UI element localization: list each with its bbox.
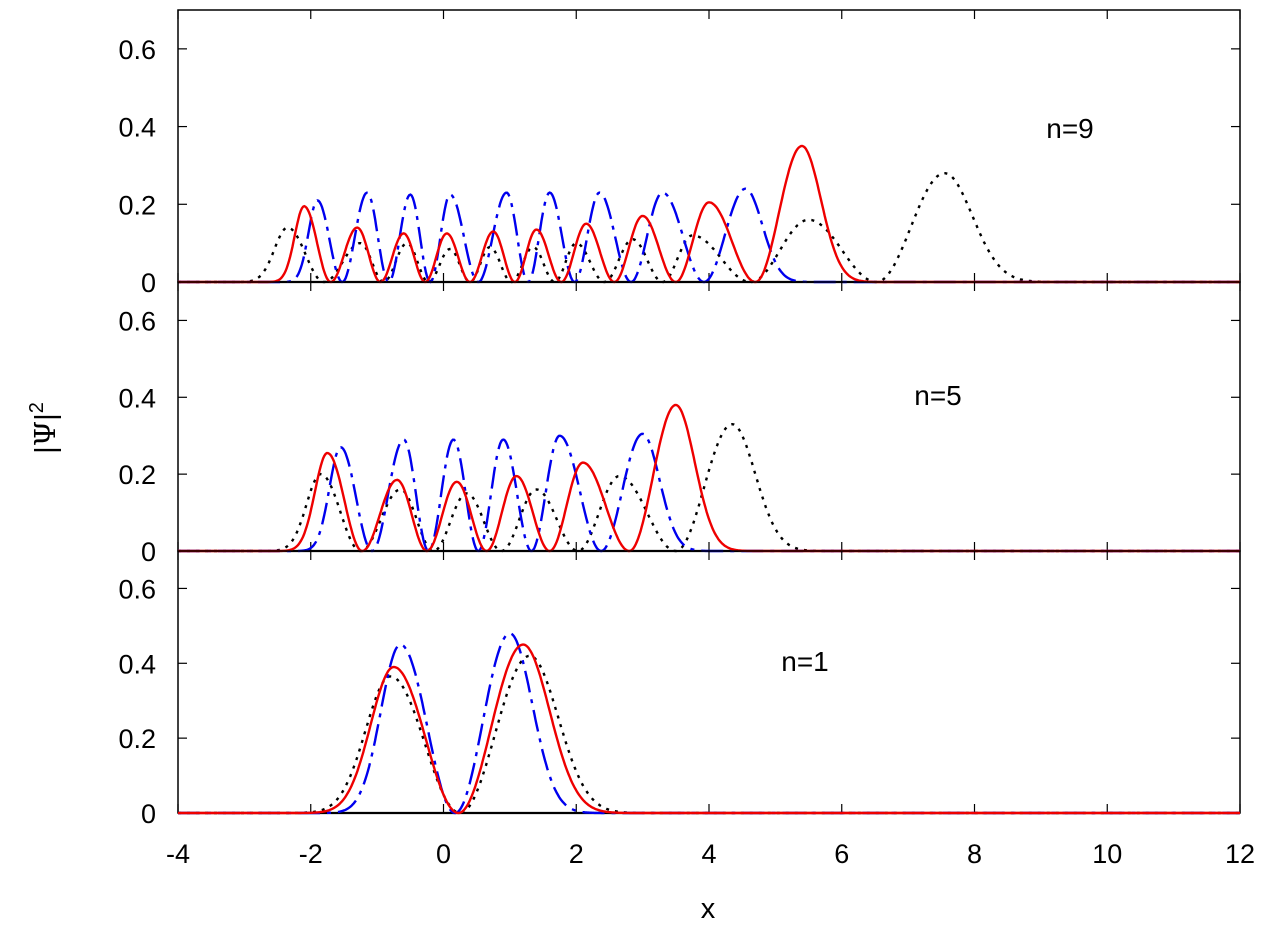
y-tick-label: 0 [141,268,156,298]
y-tick-label: 0.6 [118,35,156,65]
x-tick-label: 6 [834,839,849,869]
y-tick-label: 0.2 [118,460,156,490]
y-tick-label: 0.2 [118,724,156,754]
series-dotted-curve [178,422,1240,553]
y-tick-label: 0 [141,799,156,829]
x-tick-label: 12 [1225,839,1255,869]
panel-frame [177,550,1241,814]
y-tick-label: 0.6 [118,306,156,336]
x-tick-labels: -4 -2 0 2 4 6 8 10 12 [166,839,1255,869]
x-tick-label: 8 [967,839,982,869]
series-solid-curve [178,403,1240,553]
panel-annotation: n=5 [914,380,962,411]
x-tick-label: 10 [1092,839,1122,869]
panel-n=1: 0 0.2 0.4 0.6 n=1 [118,550,1241,829]
x-tick-label: -4 [166,839,190,869]
y-tick-label: 0.4 [118,113,156,143]
series-solid-curve [178,643,1240,815]
y-tick-label: 0 [141,537,156,567]
x-axis-label: x [701,893,716,925]
series-dashdot-curve [178,632,1240,815]
x-tick-label: -2 [299,839,323,869]
panel-annotation: n=1 [781,646,829,677]
x-tick-label: 0 [436,839,451,869]
y-tick-label: 0.2 [118,190,156,220]
panel-n=5: 0 0.2 0.4 0.6 n=5 [118,281,1241,567]
panel-annotation: n=9 [1046,113,1094,144]
y-axis-label-exponent: 2 [26,402,48,413]
y-tick-label: 0.6 [118,574,156,604]
panel-n=9: 0 0.2 0.4 0.6 n=9 [118,9,1241,298]
y-axis-label-prefix: | [30,446,62,454]
series-dashdot-curve [178,432,1240,553]
y-tick-label: 0.4 [118,383,156,413]
x-tick-label: 4 [701,839,716,869]
series-dotted-curve [178,654,1240,815]
panels-group: 0 0.2 0.4 0.6 n=9 0 0.2 0.4 0.6 n=5 0 0.2 0.4 0.6 n=1 [118,9,1241,829]
y-axis-label-symbol: Ψ [28,421,62,446]
panel-frame [177,9,1241,283]
x-tick-label: 2 [569,839,584,869]
y-axis-label-suffix: | [30,413,62,421]
series-dotted-curve [178,172,1240,284]
y-tick-label: 0.4 [118,649,156,679]
y-axis-label: |Ψ|2 [26,402,62,454]
series-solid-curve [178,144,1240,284]
panel-frame [177,281,1241,552]
